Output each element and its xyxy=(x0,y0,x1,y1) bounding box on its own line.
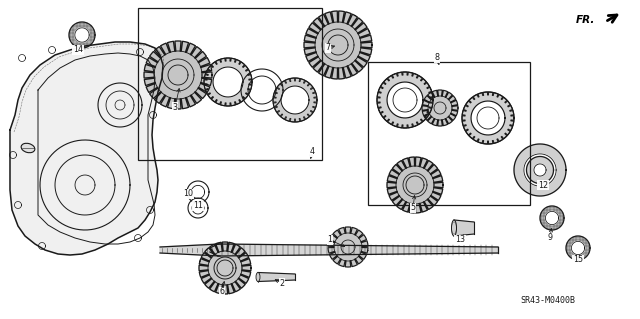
Polygon shape xyxy=(566,236,590,260)
Polygon shape xyxy=(160,244,220,256)
Text: 4: 4 xyxy=(310,147,314,157)
Polygon shape xyxy=(75,28,89,42)
Polygon shape xyxy=(462,92,514,144)
Text: 2: 2 xyxy=(280,278,285,287)
Ellipse shape xyxy=(21,143,35,153)
Polygon shape xyxy=(534,164,546,176)
Polygon shape xyxy=(454,220,474,236)
Text: 12: 12 xyxy=(538,181,548,189)
Polygon shape xyxy=(199,242,251,294)
Polygon shape xyxy=(69,22,95,48)
Polygon shape xyxy=(572,241,584,255)
Text: 1: 1 xyxy=(328,235,333,244)
Text: FR.: FR. xyxy=(575,15,595,25)
Ellipse shape xyxy=(451,220,456,236)
Ellipse shape xyxy=(256,272,260,281)
Text: 15: 15 xyxy=(573,256,583,264)
Polygon shape xyxy=(144,41,212,109)
Text: 14: 14 xyxy=(73,46,83,55)
Polygon shape xyxy=(204,58,252,106)
Polygon shape xyxy=(514,144,566,196)
Polygon shape xyxy=(387,82,423,118)
Polygon shape xyxy=(328,227,368,267)
Polygon shape xyxy=(540,206,564,230)
Polygon shape xyxy=(377,72,433,128)
Text: 6: 6 xyxy=(220,287,225,296)
Text: 11: 11 xyxy=(193,202,203,211)
Text: 10: 10 xyxy=(183,189,193,198)
Polygon shape xyxy=(218,244,498,256)
Polygon shape xyxy=(273,78,317,122)
Polygon shape xyxy=(527,157,554,183)
Polygon shape xyxy=(304,11,372,79)
Polygon shape xyxy=(545,211,559,225)
Polygon shape xyxy=(258,272,295,281)
Polygon shape xyxy=(213,67,243,97)
Polygon shape xyxy=(387,157,443,213)
Polygon shape xyxy=(524,154,556,186)
Text: 5: 5 xyxy=(410,204,415,212)
Polygon shape xyxy=(422,90,458,126)
Text: 3: 3 xyxy=(173,102,177,112)
Polygon shape xyxy=(281,86,309,114)
Text: 8: 8 xyxy=(435,54,440,63)
Text: 7: 7 xyxy=(325,43,331,53)
Polygon shape xyxy=(10,42,163,255)
Polygon shape xyxy=(471,101,505,135)
Text: 9: 9 xyxy=(547,234,552,242)
Text: SR43-M0400B: SR43-M0400B xyxy=(520,296,575,305)
Text: 13: 13 xyxy=(455,235,465,244)
